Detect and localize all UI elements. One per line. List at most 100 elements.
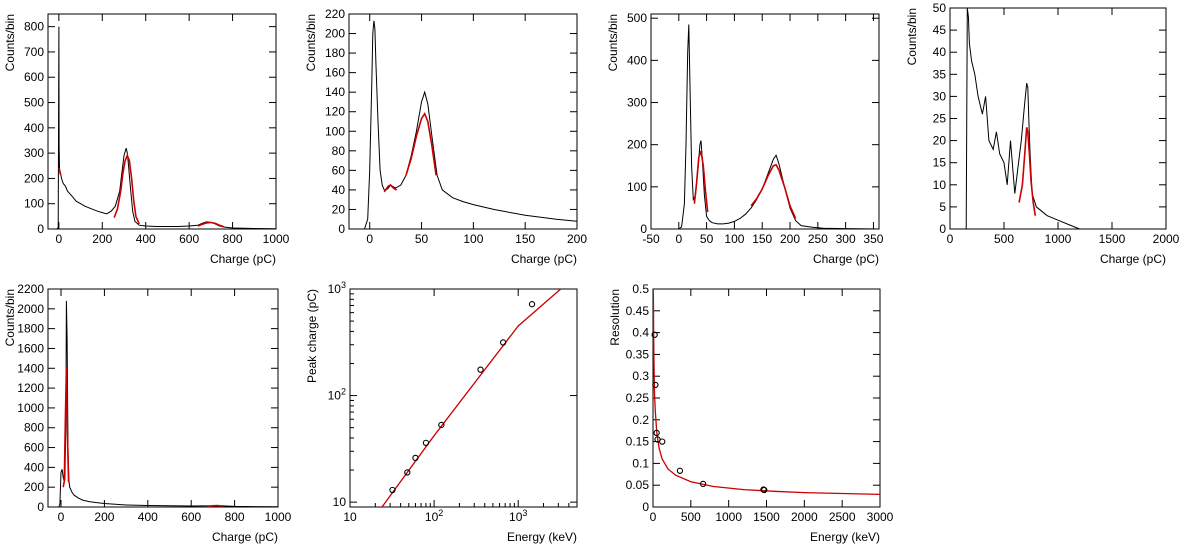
x-axis-title: Charge (pC) — [210, 252, 276, 266]
y-tick-label: 200 — [24, 480, 44, 494]
x-axis-title: Energy (keV) — [507, 530, 577, 544]
y-tick-label: 700 — [24, 45, 44, 59]
fit-curve — [383, 184, 398, 193]
x-tick-label: 2000 — [791, 510, 818, 524]
x-tick-label: 103 — [509, 508, 527, 524]
fit-curve — [62, 368, 70, 488]
y-tick-label: 0.5 — [632, 282, 649, 296]
x-axis-title: Energy (keV) — [810, 530, 880, 544]
histogram-line — [651, 24, 879, 229]
x-tick-label: 10 — [343, 510, 357, 524]
chart-panel-6: 10 102 103 10 102 103 Energy (keV) Peak charge … — [305, 280, 578, 544]
y-tick-label: 200 — [627, 138, 647, 152]
x-tick-label: 3000 — [867, 510, 894, 524]
y-tick-label: 160 — [325, 66, 345, 80]
y-tick-label: 200 — [24, 171, 44, 185]
y-tick-label: 0 — [939, 222, 946, 236]
x-tick-label: 2500 — [829, 510, 856, 524]
y-tick-label: 103 — [328, 280, 346, 296]
y-tick-label: 25 — [933, 112, 947, 126]
fit-curve — [58, 168, 62, 175]
y-tick-label: 0.2 — [632, 413, 649, 427]
x-tick-label: 1000 — [263, 232, 290, 246]
y-axis-title: Counts/bin — [304, 14, 318, 71]
x-tick-label: 400 — [136, 232, 156, 246]
fit-curve — [750, 163, 797, 219]
y-tick-label: 5 — [939, 200, 946, 214]
x-tick-label: 200 — [94, 510, 114, 524]
y-tick-label: 0.25 — [626, 391, 650, 405]
x-tick-label: 200 — [92, 232, 112, 246]
x-tick-label: 200 — [780, 232, 800, 246]
x-axis-title: Charge (pC) — [1100, 252, 1166, 266]
fit-curve — [381, 289, 562, 507]
y-tick-label: 500 — [24, 96, 44, 110]
x-tick-label: 100 — [463, 232, 483, 246]
x-tick-label: 1000 — [1045, 232, 1072, 246]
x-tick-label: -50 — [642, 232, 660, 246]
fit-curve — [1018, 127, 1037, 216]
x-tick-label: 0 — [675, 232, 682, 246]
x-tick-label: 150 — [752, 232, 772, 246]
x-tick-label: 1500 — [1099, 232, 1126, 246]
y-tick-label: 1400 — [17, 361, 44, 375]
y-tick-label: 1200 — [17, 381, 44, 395]
x-tick-label: 0 — [650, 510, 657, 524]
data-point — [499, 339, 507, 346]
y-tick-label: 180 — [325, 46, 345, 60]
y-tick-label: 100 — [325, 124, 345, 138]
histogram-line — [349, 20, 577, 229]
y-tick-label: 1800 — [17, 322, 44, 336]
y-tick-label: 0.05 — [626, 478, 650, 492]
data-point — [761, 486, 768, 494]
x-tick-label: 500 — [994, 232, 1014, 246]
x-tick-label: 800 — [225, 510, 245, 524]
data-point — [412, 454, 419, 462]
fit-curve — [405, 111, 437, 176]
y-tick-label: 40 — [332, 183, 346, 197]
x-axis-title: Charge (pC) — [511, 252, 577, 266]
plot-frame — [349, 288, 578, 508]
fit-curve — [208, 504, 222, 507]
x-tick-label: 400 — [138, 510, 158, 524]
data-point — [676, 467, 684, 474]
x-tick-label: 200 — [567, 232, 587, 246]
data-point — [438, 421, 445, 429]
x-tick-label: 50 — [700, 232, 714, 246]
plot-frame — [47, 13, 277, 230]
chart-panel-3: -50 0 50 100 150 200 250 300 3500100200300400500… — [606, 11, 884, 266]
y-tick-label: 40 — [933, 45, 947, 59]
y-tick-label: 0.45 — [626, 304, 650, 318]
data-point — [422, 439, 430, 446]
x-tick-label: 100 — [724, 232, 744, 246]
y-tick-label: 600 — [24, 441, 44, 455]
plot-frame — [949, 7, 1167, 230]
x-tick-label: 1000 — [265, 510, 292, 524]
y-tick-label: 35 — [933, 67, 947, 81]
y-tick-label: 0.3 — [632, 369, 649, 383]
x-tick-label: 0 — [947, 232, 954, 246]
y-tick-label: 800 — [24, 421, 44, 435]
data-point — [477, 366, 484, 373]
x-tick-label: 1000 — [715, 510, 742, 524]
chart-panel-7: 0 500 1000 1500 2000 2500 3000 0 0.05 0.1 0.15 0.2 0… — [608, 282, 894, 544]
y-tick-label: 50 — [933, 1, 947, 15]
chart-panel-5: 0 200 400 600 800 1000 0 200 400 600 800 1000 1200 14… — [3, 282, 292, 544]
y-tick-label: 30 — [933, 89, 947, 103]
y-tick-label: 20 — [933, 134, 947, 148]
chart-panel-1: 0 200 400 600 800 1000 0 100 200 300 400 500 600 700 8… — [3, 13, 290, 266]
plot-frame — [47, 288, 279, 508]
y-tick-label: 500 — [627, 11, 647, 25]
y-tick-label: 102 — [328, 387, 346, 403]
x-tick-label: 102 — [425, 508, 443, 524]
y-axis-title: Peak charge (pC) — [305, 289, 319, 383]
y-tick-label: 1000 — [17, 401, 44, 415]
y-axis-title: Counts/bin — [3, 14, 17, 71]
x-axis-title: Charge (pC) — [813, 252, 879, 266]
data-point — [653, 429, 660, 437]
y-tick-label: 0 — [338, 222, 345, 236]
data-point — [652, 381, 659, 389]
y-tick-label: 0.1 — [632, 456, 649, 470]
y-tick-label: 220 — [325, 7, 345, 21]
